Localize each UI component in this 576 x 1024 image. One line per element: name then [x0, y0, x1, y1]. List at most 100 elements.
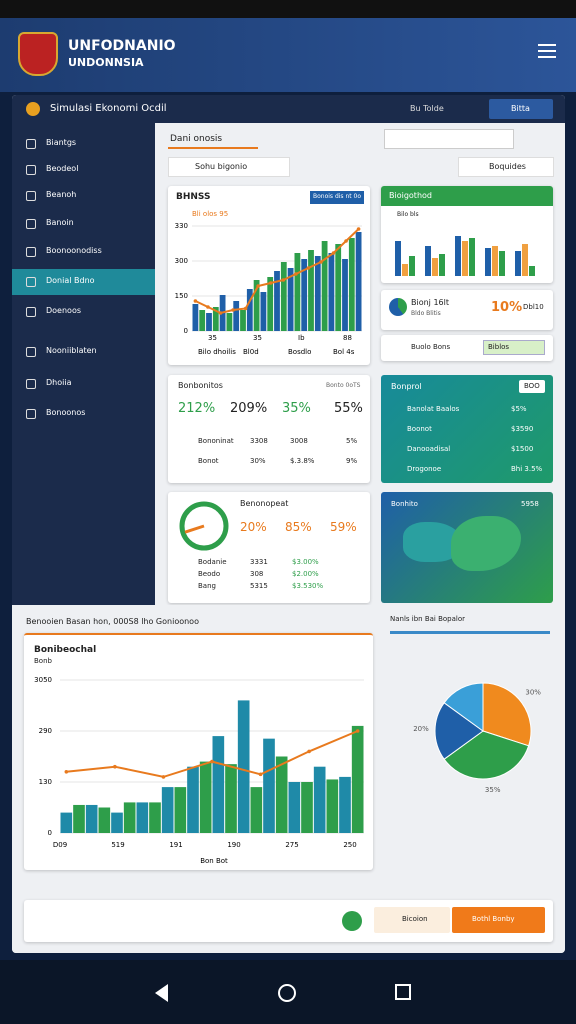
footer-label: Bilo dhoilis	[198, 348, 236, 356]
primary-button[interactable]: Bothl Bonby	[452, 907, 545, 933]
sidebar-label: Nooniiblaten	[46, 346, 97, 355]
bar	[149, 802, 161, 833]
card-kpi: Bonbonitos Bonto 0oTS 212% 209% 35% 55% Bono…	[168, 375, 370, 483]
table-cell: Beodo	[198, 570, 221, 578]
sidebar-icon	[26, 409, 36, 419]
trend-point	[268, 281, 273, 285]
label: Bonto 0oTS	[326, 382, 361, 389]
card-select: Buolo Bons Biblos	[381, 335, 553, 361]
bar	[260, 292, 267, 331]
sidebar-icon	[26, 165, 36, 175]
menu-line	[538, 50, 556, 52]
select[interactable]: Biblos	[483, 340, 545, 355]
app-subtitle: UNDONNSIA	[68, 56, 144, 69]
mini-pie	[389, 298, 407, 316]
filter-box[interactable]: Boquides	[458, 157, 554, 177]
sidebar-item[interactable]: Dhoiia	[12, 371, 155, 397]
bar	[85, 804, 98, 833]
trend-point	[258, 772, 263, 777]
trend-point	[256, 284, 260, 288]
card-title: Bonbonitos	[178, 381, 223, 390]
bar	[275, 756, 288, 833]
x-axis-label: 275	[285, 841, 298, 849]
y-axis-label: 300	[175, 257, 188, 265]
sub-tab[interactable]: Sohu bigonio	[168, 157, 290, 177]
footer-label: Bosdlo	[288, 348, 311, 356]
trend-point	[113, 764, 117, 769]
bar	[515, 251, 521, 276]
table-cell: Drogonoe	[407, 465, 442, 473]
trend-point	[161, 775, 166, 779]
bar	[246, 289, 253, 331]
pie-slice	[443, 682, 484, 732]
section-header: Benooien Basan hon, 000S8 lho Gonioonoo	[26, 617, 199, 626]
pie-label: 30%	[525, 689, 541, 697]
divider	[390, 631, 550, 634]
trend-point	[355, 729, 360, 733]
y-axis-label: 0	[48, 829, 52, 837]
kpi-value: 35%	[282, 401, 311, 416]
sidebar-icon	[26, 247, 36, 257]
top-link[interactable]: Bu Tolde	[410, 104, 444, 113]
action-bar: Bicoion Bothl Bonby	[24, 900, 553, 942]
home-button[interactable]	[278, 984, 296, 1002]
bar	[326, 779, 339, 833]
icon-button[interactable]	[342, 911, 362, 931]
y-axis-label: 150	[175, 292, 188, 300]
bar	[351, 725, 364, 833]
menu-button[interactable]	[538, 44, 556, 58]
card-title: Bioigothod	[389, 191, 432, 200]
bar	[237, 700, 250, 833]
table-cell: 308	[250, 570, 264, 578]
recent-button[interactable]	[395, 984, 411, 1000]
kpi-value: 20%	[240, 520, 267, 534]
sidebar-item[interactable]: Banoin	[12, 211, 155, 237]
sidebar-item[interactable]: Bonoonos	[12, 401, 155, 427]
bar	[98, 807, 111, 833]
bar	[288, 782, 301, 833]
sidebar-item[interactable]: Doenoos	[12, 299, 155, 325]
x-axis-label: D09	[53, 841, 67, 849]
bar	[233, 301, 240, 331]
bar	[499, 251, 505, 276]
sidebar-label: Doenoos	[46, 306, 82, 315]
bar	[60, 812, 73, 833]
trend-line	[194, 228, 360, 315]
table-cell: $5%	[511, 405, 527, 413]
sidebar-item[interactable]: Boonoonodiss	[12, 239, 155, 265]
x-axis-caption: Bon Bot	[200, 857, 228, 865]
sidebar-label: Biantgs	[46, 138, 77, 147]
search-box[interactable]	[384, 129, 514, 149]
gauge-needle	[184, 524, 205, 534]
bar	[301, 259, 308, 331]
sidebar-item[interactable]: Biantgs	[12, 131, 155, 157]
sidebar-item[interactable]: Nooniiblaten	[12, 339, 155, 365]
sidebar-item[interactable]: Donial Bdno	[12, 269, 155, 295]
x-axis-label: 35	[253, 334, 262, 342]
bar	[253, 280, 260, 331]
dropdown[interactable]: Dani onosis	[168, 131, 258, 149]
bar	[250, 787, 263, 833]
sidebar-icon	[26, 219, 36, 229]
table-cell: Boonot	[407, 425, 432, 433]
top-button[interactable]: Bitta	[489, 99, 553, 119]
sidebar-item[interactable]: Beodeol	[12, 157, 155, 183]
status-bar	[0, 0, 576, 18]
back-button[interactable]	[155, 984, 168, 1002]
sidebar-item[interactable]: Beanoh	[12, 183, 155, 209]
bar	[462, 241, 468, 276]
bar	[199, 310, 206, 331]
y-axis-label: 3050	[34, 676, 52, 684]
secondary-button[interactable]: Bicoion	[374, 907, 450, 933]
trend-point	[294, 272, 298, 276]
trend-point	[64, 770, 69, 774]
sidebar-label: Donial Bdno	[46, 276, 95, 285]
label: Buolo Bons	[411, 343, 451, 351]
card-button[interactable]: Bonois dis nt 0o	[310, 191, 364, 204]
card-map: Bonhito 5958	[381, 492, 553, 603]
card-teal: Bonprol BOO Banolat Baalos $5% Boonot $3590…	[381, 375, 553, 483]
table-cell: $.3.8%	[290, 457, 315, 465]
card-gauge: Benonopeat 20% 85% 59% Bodanie 3331 $3.00% Beo…	[168, 492, 370, 603]
